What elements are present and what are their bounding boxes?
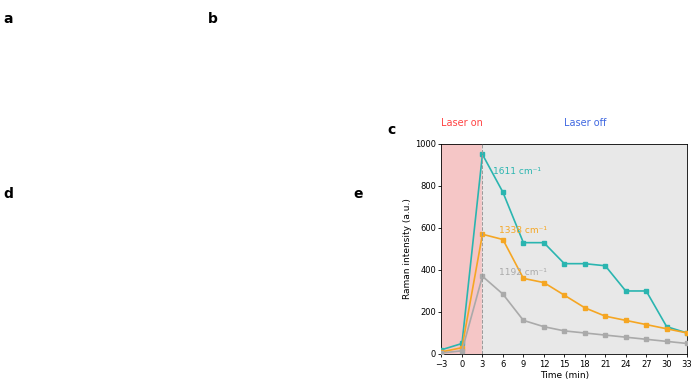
Y-axis label: Raman intensity (a.u.): Raman intensity (a.u.) [403,198,412,300]
Bar [482,144,687,354]
Text: Laser on: Laser on [441,118,483,128]
X-axis label: Time (min): Time (min) [540,371,589,380]
Text: 1611 cm⁻¹: 1611 cm⁻¹ [493,167,540,176]
Text: e: e [353,187,363,201]
Text: 1192 cm⁻¹: 1192 cm⁻¹ [500,268,547,277]
Text: 1338 cm⁻¹: 1338 cm⁻¹ [500,226,547,235]
Bar [441,144,482,354]
Text: a: a [3,12,13,26]
Text: c: c [388,123,396,137]
Text: b: b [208,12,217,26]
Text: d: d [3,187,13,201]
Text: Laser off: Laser off [563,118,606,128]
